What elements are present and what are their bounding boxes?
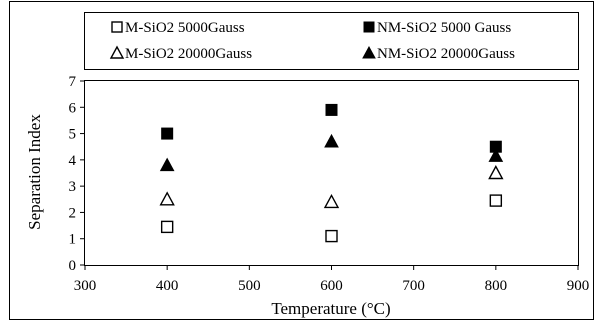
legend-marker: [112, 22, 122, 32]
x-tick-label: 600: [320, 278, 343, 294]
y-tick-label: 0: [69, 258, 77, 274]
data-point: [325, 195, 338, 207]
x-tick-label: 900: [567, 278, 590, 294]
data-point: [326, 104, 337, 115]
y-tick-label: 2: [69, 205, 77, 221]
y-axis-title: Separation Index: [25, 114, 44, 230]
x-axis-ticks: 300 400 500 600 700 800 900: [74, 265, 590, 294]
y-tick-label: 1: [69, 232, 77, 248]
x-tick-label: 400: [156, 278, 179, 294]
legend-label: NM-SiO2 5000 Gauss: [377, 20, 511, 36]
legend-label: M-SiO2 20000Gauss: [125, 46, 252, 62]
y-tick-label: 3: [69, 179, 77, 195]
data-point: [489, 167, 502, 179]
x-axis-title: Temperature (°C): [271, 299, 390, 318]
data-point: [325, 135, 338, 147]
y-tick-label: 4: [69, 153, 77, 169]
x-tick-label: 800: [485, 278, 508, 294]
x-tick-label: 700: [402, 278, 425, 294]
x-tick-label: 300: [74, 278, 97, 294]
y-tick-label: 7: [69, 74, 77, 90]
legend-label: NM-SiO2 20000Gauss: [377, 46, 515, 62]
data-point: [490, 195, 501, 206]
data-points: [161, 104, 503, 241]
data-point: [326, 231, 337, 242]
y-axis-ticks: 0 1 2 3 4 5 6 7: [69, 74, 86, 274]
y-tick-label: 5: [69, 127, 77, 143]
legend-marker: [364, 22, 374, 32]
y-tick-label: 6: [69, 100, 77, 116]
data-point: [161, 159, 174, 171]
x-tick-label: 500: [238, 278, 261, 294]
legend-label: M-SiO2 5000Gauss: [125, 20, 245, 36]
data-point: [162, 128, 173, 139]
data-point: [162, 221, 173, 232]
data-point: [161, 193, 174, 205]
